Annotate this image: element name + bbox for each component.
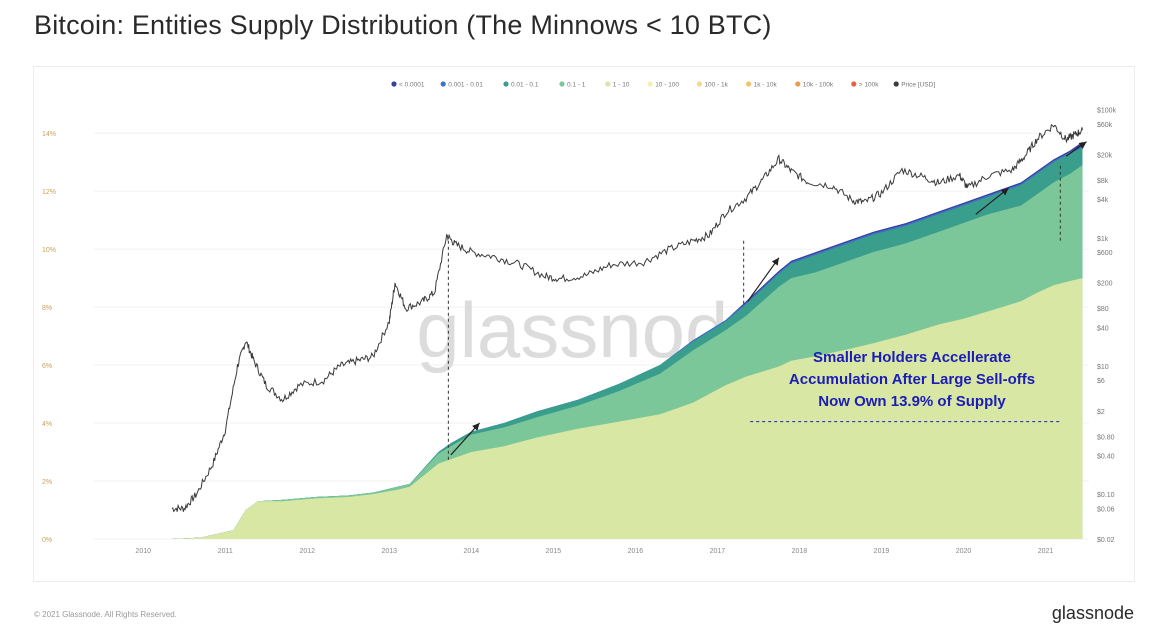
y-right-tick-label: $10: [1097, 364, 1109, 371]
x-tick-label: 2015: [546, 548, 562, 555]
legend-swatch: [440, 81, 446, 87]
y-axis-left: 0% 2% 4% 6% 8% 10% 12% 14%: [42, 131, 56, 544]
legend: < 0.0001 0.001 - 0.01 0.01 - 0.1 0.1 - 1 1 -…: [391, 81, 935, 89]
brand-logo: glassnode: [1051, 603, 1134, 623]
arrow: [747, 257, 780, 302]
y-right-tick-label: $2: [1097, 409, 1105, 416]
legend-label: 1 - 10: [613, 82, 630, 89]
y-right-tick-label: $0.02: [1097, 537, 1115, 544]
chart-panel: glassnode 0% 2% 4% 6% 8% 10% 12% 14% $100k $60k $…: [33, 66, 1135, 582]
y-right-tick-label: $4k: [1097, 197, 1109, 204]
y-left-tick-label: 0%: [42, 537, 52, 544]
y-right-tick-label: $80: [1097, 306, 1109, 313]
y-left-tick-label: 14%: [42, 131, 56, 138]
y-right-tick-label: $600: [1097, 250, 1113, 257]
y-right-tick-label: $8k: [1097, 178, 1109, 185]
x-tick-label: 2017: [710, 548, 726, 555]
legend-swatch: [559, 81, 565, 87]
y-left-tick-label: 12%: [42, 189, 56, 196]
arrow: [450, 422, 480, 456]
legend-label: 100 - 1k: [704, 82, 728, 89]
y-right-tick-label: $6: [1097, 378, 1105, 385]
callout-line-3: Now Own 13.9% of Supply: [818, 393, 1006, 410]
x-tick-label: 2014: [464, 548, 480, 555]
y-right-tick-label: $1k: [1097, 236, 1109, 243]
y-right-tick-label: $100k: [1097, 108, 1117, 115]
y-left-tick-label: 10%: [42, 247, 56, 254]
chart-annotations: [447, 141, 1087, 461]
x-tick-label: 2011: [218, 548, 233, 555]
legend-swatch: [696, 81, 703, 87]
chart-title: Bitcoin: Entities Supply Distribution (T…: [34, 10, 772, 40]
y-left-tick-label: 6%: [42, 363, 52, 370]
arrow: [975, 187, 1009, 215]
legend-swatch: [893, 81, 899, 87]
x-tick-label: 2019: [874, 548, 890, 555]
area-1-10: [171, 278, 1083, 539]
legend-swatch: [391, 81, 397, 87]
legend-swatch: [795, 81, 801, 87]
legend-label: 10k - 100k: [803, 82, 834, 89]
y-left-tick-label: 2%: [42, 479, 52, 486]
y-right-tick-label: $200: [1097, 281, 1113, 288]
legend-label: > 100k: [859, 82, 879, 89]
y-right-tick-label: $0.06: [1097, 506, 1115, 513]
legend-swatch: [746, 81, 752, 87]
y-right-tick-label: $0.80: [1097, 434, 1115, 441]
y-left-tick-label: 8%: [42, 305, 52, 312]
y-right-tick-label: $20k: [1097, 152, 1113, 159]
price-series: [171, 123, 1083, 513]
legend-label: < 0.0001: [399, 82, 425, 89]
callout-line-2: Accumulation After Large Sell-offs: [789, 371, 1035, 388]
arrow: [1065, 141, 1087, 157]
y-axis-right: $100k $60k $20k $8k $4k $1k $600 $200 $80 $40 $10 $…: [1097, 108, 1117, 544]
legend-swatch: [605, 81, 611, 87]
y-left-tick-label: 4%: [42, 421, 52, 428]
x-tick-label: 2018: [792, 548, 808, 555]
y-right-tick-label: $0.10: [1097, 492, 1115, 499]
x-tick-label: 2013: [382, 548, 398, 555]
y-right-tick-label: $40: [1097, 325, 1109, 332]
callout-line-1: Smaller Holders Accellerate: [813, 349, 1011, 366]
legend-label: 10 - 100: [655, 82, 679, 89]
x-tick-label: 2021: [1038, 548, 1054, 555]
x-tick-label: 2016: [628, 548, 644, 555]
y-right-tick-label: $0.40: [1097, 454, 1115, 461]
legend-label: 0.01 - 0.1: [511, 82, 539, 89]
copyright: © 2021 Glassnode. All Rights Reserved.: [34, 610, 177, 619]
legend-label: 0.1 - 1: [567, 82, 586, 89]
legend-label: 1k - 10k: [754, 82, 778, 89]
x-tick-label: 2010: [135, 548, 151, 555]
legend-swatch: [503, 81, 509, 87]
price-line: [171, 123, 1083, 513]
chart-svg: glassnode 0%2%4%6%8%10%12%14% $100k$60k$…: [42, 81, 1117, 555]
x-tick-label: 2012: [299, 548, 315, 555]
legend-label: Price [USD]: [901, 82, 935, 89]
legend-swatch: [851, 81, 857, 87]
y-right-tick-label: $60k: [1097, 122, 1113, 129]
x-tick-label: 2020: [956, 548, 972, 555]
x-axis: 2010 2011 2012 2013 2014 2015 2016 2017 2018 2019…: [135, 548, 1053, 555]
area-series: [171, 141, 1083, 540]
callout-text: Smaller Holders Accellerate Accumulation…: [789, 349, 1035, 410]
legend-swatch: [647, 81, 653, 87]
legend-label: 0.001 - 0.01: [448, 82, 483, 89]
